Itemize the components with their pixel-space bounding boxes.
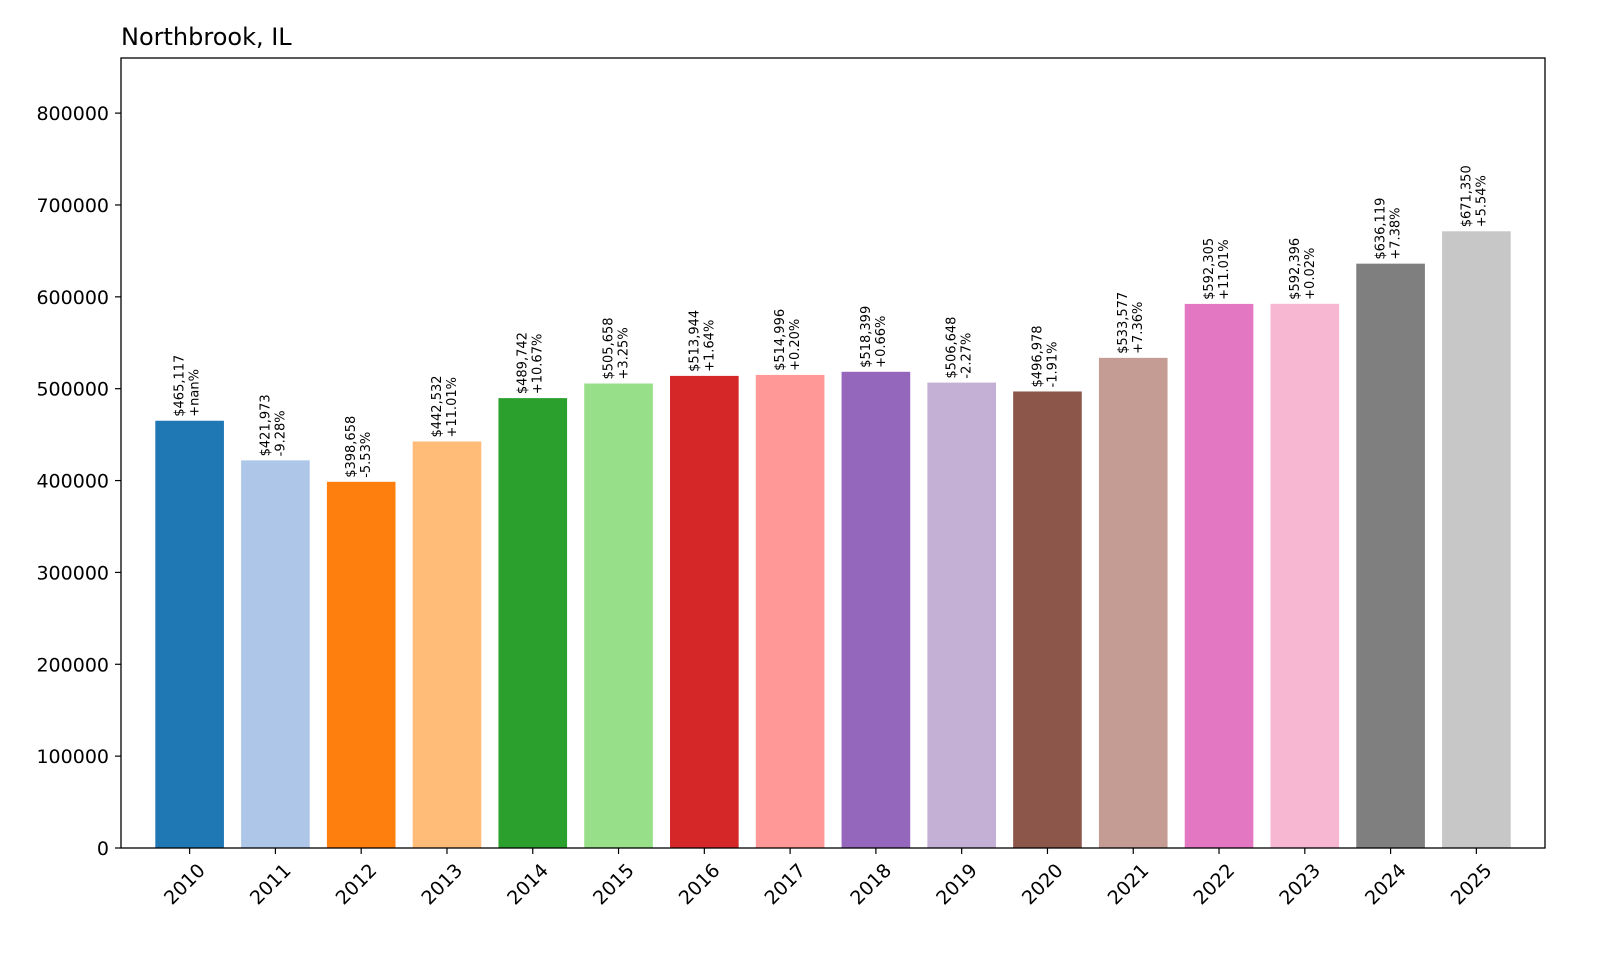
bar-change-label: +11.01% [1217,239,1232,299]
y-tick-label: 500000 [36,379,109,401]
bar-2015 [584,383,653,848]
bar-change-label: -1.91% [1045,341,1060,387]
bar-value-label: $533,577 [1116,292,1131,354]
bar-2022 [1184,303,1254,848]
bar-change-label: -5.53% [359,432,374,478]
bar-value-label: $518,399 [859,306,874,368]
x-axis: 2010 2011 2012 2013 2014 2015 2016 2017 2018 2019… [160,848,1497,910]
bar-2016 [670,375,739,848]
bar-change-label: +0.20% [788,319,803,371]
bar-change-label: +7.36% [1131,302,1146,354]
bar-change-label: +5.54% [1474,175,1489,227]
chart-title: Northbrook, IL [121,23,292,51]
x-tick-label: 2018 [846,860,896,910]
bar-value-label: $513,944 [687,310,702,372]
bar-2024 [1356,263,1425,848]
y-tick-label: 400000 [36,471,109,493]
bar-change-label: +11.01% [445,377,460,437]
x-tick-label: 2021 [1104,860,1154,910]
bar-2025 [1442,231,1511,849]
bar-change-label: -9.28% [273,410,288,456]
x-tick-label: 2019 [932,860,982,910]
bar-value-label: $398,658 [344,416,359,478]
x-tick-label: 2012 [332,860,382,910]
bar-value-label: $442,532 [430,375,445,437]
bar-value-label: $514,996 [773,309,788,371]
bar-value-label: $465,117 [173,355,188,417]
y-tick-label: 100000 [36,746,109,768]
bar-value-label: $592,305 [1202,238,1217,300]
bar-2023 [1270,303,1340,848]
x-tick-label: 2022 [1189,860,1239,910]
x-tick-label: 2014 [503,860,553,910]
bar-value-label: $592,396 [1288,238,1303,300]
bars-layer [155,231,1511,849]
bar-value-label: $506,648 [945,317,960,379]
bar-change-label: +7.38% [1389,207,1404,259]
y-tick-label: 700000 [36,195,109,217]
y-tick-label: 800000 [36,103,109,125]
plot-frame [120,57,1546,849]
x-tick-label: 2024 [1361,860,1411,910]
bar-2011 [241,460,310,848]
bar-2014 [498,398,568,848]
bar-change-label: +0.66% [874,316,889,368]
x-tick-label: 2023 [1275,860,1325,910]
bar-change-label: +nan% [188,369,203,417]
x-tick-label: 2017 [761,860,811,910]
x-tick-label: 2011 [246,860,296,910]
y-tick-label: 300000 [36,562,109,584]
bar-value-label: $636,119 [1374,198,1389,260]
bar-value-label: $421,973 [258,394,273,456]
bar-value-label: $671,350 [1459,165,1474,227]
x-tick-label: 2010 [160,860,210,910]
data-labels-layer: $465,117 +nan% $421,973 -9.28% $398,658 -5.53… [173,165,1490,478]
x-tick-label: 2016 [675,860,725,910]
bar-2021 [1098,357,1168,848]
y-axis: 0 100000 200000 300000 400000 500000 600000 700… [36,103,121,860]
bar-2013 [412,441,482,848]
y-tick-label: 0 [97,838,109,860]
x-tick-label: 2020 [1018,860,1068,910]
y-tick-label: 200000 [36,654,109,676]
x-tick-label: 2015 [589,860,639,910]
bar-2020 [1013,391,1082,848]
bar-value-label: $489,742 [516,332,531,394]
bar-change-label: +3.25% [617,327,632,379]
bar-2010 [155,420,224,848]
x-tick-label: 2013 [417,860,467,910]
y-tick-label: 600000 [36,287,109,309]
x-tick-label: 2025 [1447,860,1497,910]
bar-2012 [326,481,396,848]
bar-2017 [755,374,825,848]
bar-value-label: $496,978 [1030,325,1045,387]
bar-value-label: $505,658 [602,317,617,379]
bar-2018 [841,371,911,848]
bar-change-label: -2.27% [960,333,975,379]
bar-change-label: +10.67% [531,334,546,394]
bar-2019 [927,382,996,848]
bar-change-label: +0.02% [1303,248,1318,300]
bar-change-label: +1.64% [702,320,717,372]
